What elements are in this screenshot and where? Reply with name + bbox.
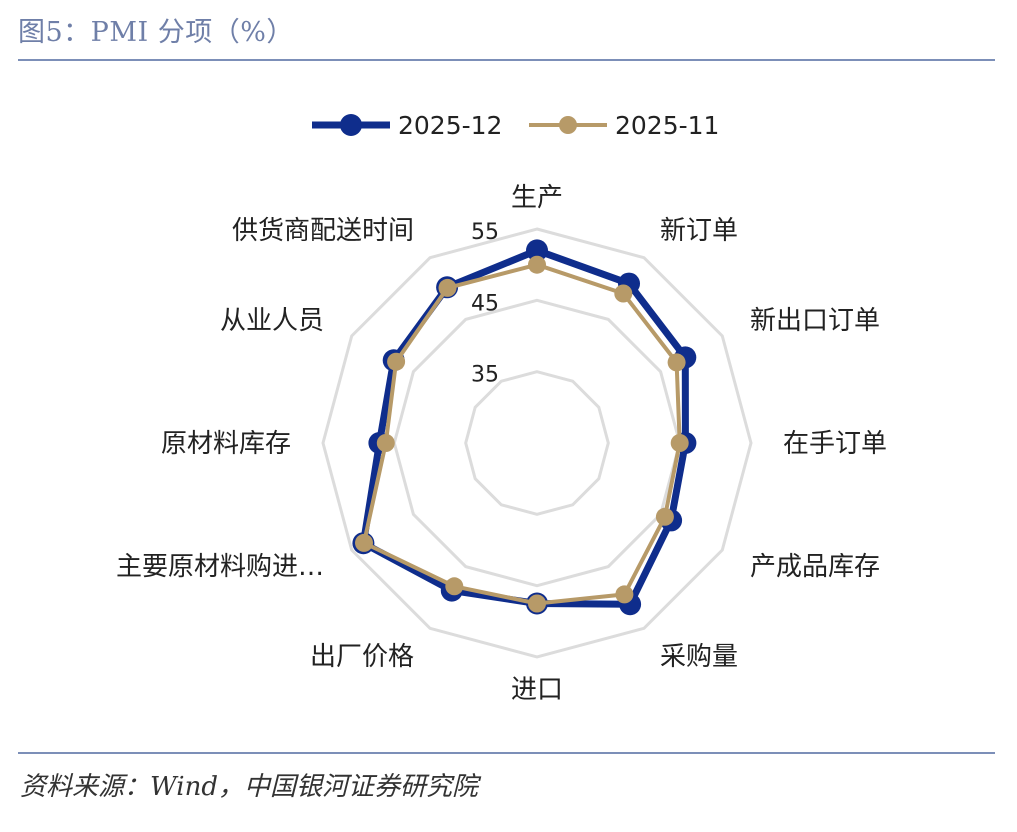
category-label-8: 出厂价格 <box>310 642 414 672</box>
bottom-rule <box>18 752 995 754</box>
point-2025-11-5 <box>655 507 674 526</box>
legend-label-2025-11: 2025-11 <box>615 111 719 140</box>
figure-title: 图5：PMI 分项（%） <box>18 17 294 48</box>
radial-tick-labels: 35 45 55 <box>471 220 499 388</box>
point-2025-12-1 <box>526 239 548 262</box>
source-note: 资料来源：Wind，中国银河证券研究院 <box>20 772 478 802</box>
point-2025-11-3 <box>667 353 686 372</box>
category-label-1: 生产 <box>511 183 563 213</box>
point-2025-11-9 <box>355 533 373 552</box>
grid-ring-35 <box>464 370 610 516</box>
top-rule <box>18 59 995 61</box>
series-line-2025-11 <box>362 262 682 606</box>
radial-tick-label: 35 <box>471 363 499 388</box>
radar-grid <box>321 227 753 659</box>
point-2025-11-8 <box>445 577 464 596</box>
point-2025-11-11 <box>387 352 406 371</box>
grid-ring-55 <box>321 227 753 659</box>
legend-marker-2025-11 <box>559 116 577 134</box>
point-2025-11-12 <box>438 278 457 297</box>
point-2025-11-4 <box>670 434 689 452</box>
point-2025-11-1 <box>528 255 546 274</box>
category-label-4: 在手订单 <box>783 429 887 459</box>
category-label-3: 新出口订单 <box>750 306 880 336</box>
category-label-9: 主要原材料购进… <box>116 552 324 582</box>
radial-tick-label: 45 <box>471 291 499 316</box>
point-2025-11-7 <box>528 594 546 613</box>
category-label-5: 产成品库存 <box>750 552 880 582</box>
legend: 2025-12 2025-11 <box>312 111 719 140</box>
legend-label-2025-12: 2025-12 <box>398 111 502 140</box>
category-label-11: 从业人员 <box>220 306 324 336</box>
radial-tick-label: 55 <box>471 220 499 245</box>
point-2025-11-10 <box>376 434 395 452</box>
category-label-6: 采购量 <box>660 642 738 672</box>
point-2025-11-2 <box>614 284 633 303</box>
category-label-2: 新订单 <box>660 216 738 246</box>
category-label-7: 进口 <box>511 675 563 705</box>
legend-marker-2025-12 <box>340 114 362 136</box>
radar-series <box>352 239 697 616</box>
category-label-10: 原材料库存 <box>161 429 291 459</box>
point-2025-11-6 <box>615 585 634 604</box>
category-label-12: 供货商配送时间 <box>232 216 414 246</box>
grid-ring-45 <box>392 298 682 588</box>
